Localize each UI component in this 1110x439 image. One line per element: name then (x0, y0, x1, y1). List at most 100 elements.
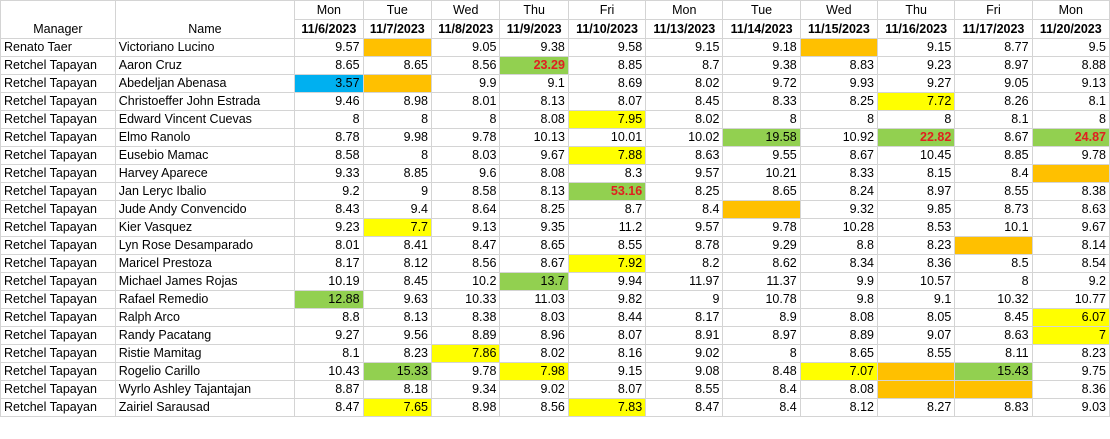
cell-hours[interactable]: 8.53 (877, 218, 956, 237)
cell-hours[interactable]: 8.58 (431, 182, 501, 201)
cell-hours[interactable]: 9.38 (499, 38, 569, 57)
cell-hours[interactable]: 8.67 (799, 146, 879, 165)
cell-hours[interactable]: 8.83 (954, 398, 1033, 417)
cell-hours[interactable]: 8.64 (431, 200, 501, 219)
cell-manager[interactable]: Renato Taer (0, 38, 116, 57)
cell-hours[interactable]: 15.33 (362, 362, 433, 381)
header-date[interactable]: 11/20/2023 (1031, 19, 1110, 39)
cell-hours[interactable]: 8.9 (722, 308, 801, 327)
header-weekday[interactable]: Fri (567, 0, 647, 20)
cell-hours[interactable] (362, 38, 433, 57)
cell-hours[interactable] (799, 38, 879, 57)
cell-hours[interactable]: 10.45 (877, 146, 956, 165)
cell-hours[interactable]: 9.46 (294, 92, 364, 111)
header-weekday[interactable]: Wed (799, 0, 879, 20)
cell-manager[interactable]: Retchel Tapayan (0, 344, 116, 363)
cell-hours[interactable]: 8 (877, 110, 956, 129)
cell-hours[interactable]: 8.41 (362, 236, 433, 255)
cell-hours[interactable]: 9.05 (954, 74, 1033, 93)
cell-hours[interactable]: 8.5 (954, 254, 1033, 273)
header-weekday[interactable]: Mon (645, 0, 724, 20)
cell-hours[interactable]: 9.4 (362, 200, 433, 219)
cell-name[interactable]: Edward Vincent Cuevas (114, 110, 296, 129)
cell-hours[interactable]: 8.69 (567, 74, 647, 93)
cell-manager[interactable]: Retchel Tapayan (0, 236, 116, 255)
cell-hours[interactable]: 11.37 (722, 272, 801, 291)
cell-hours[interactable]: 8.67 (954, 128, 1033, 147)
cell-hours[interactable]: 8.08 (799, 380, 879, 399)
cell-hours[interactable]: 19.58 (722, 128, 801, 147)
cell-hours[interactable]: 9.94 (567, 272, 647, 291)
cell-hours[interactable]: 8.17 (294, 254, 364, 273)
cell-hours[interactable]: 8.26 (954, 92, 1033, 111)
cell-hours[interactable]: 9.13 (1031, 74, 1110, 93)
cell-hours[interactable]: 8.14 (1031, 236, 1110, 255)
cell-manager[interactable]: Retchel Tapayan (0, 272, 116, 291)
cell-manager[interactable]: Retchel Tapayan (0, 164, 116, 183)
cell-hours[interactable]: 9.9 (799, 272, 879, 291)
cell-hours[interactable]: 9 (362, 182, 433, 201)
cell-hours[interactable]: 9.78 (431, 128, 501, 147)
header-date[interactable]: 11/15/2023 (799, 19, 879, 39)
cell-hours[interactable]: 8.02 (645, 74, 724, 93)
cell-hours[interactable]: 8 (362, 110, 433, 129)
cell-hours[interactable]: 8 (954, 272, 1033, 291)
cell-hours[interactable]: 8.13 (362, 308, 433, 327)
cell-hours[interactable]: 9.78 (1031, 146, 1110, 165)
cell-hours[interactable]: 9.57 (645, 218, 724, 237)
cell-hours[interactable]: 9.35 (499, 218, 569, 237)
cell-hours[interactable]: 8.8 (294, 308, 364, 327)
cell-hours[interactable]: 8.25 (799, 92, 879, 111)
cell-hours[interactable]: 8 (799, 110, 879, 129)
header-date[interactable]: 11/7/2023 (362, 19, 433, 39)
cell-hours[interactable]: 8.85 (954, 146, 1033, 165)
cell-manager[interactable]: Retchel Tapayan (0, 308, 116, 327)
cell-hours[interactable]: 10.77 (1031, 290, 1110, 309)
cell-hours[interactable]: 7.86 (431, 344, 501, 363)
cell-hours[interactable] (954, 236, 1033, 255)
cell-hours[interactable]: 8.45 (954, 308, 1033, 327)
cell-hours[interactable]: 7.92 (567, 254, 647, 273)
cell-hours[interactable]: 8 (722, 344, 801, 363)
cell-hours[interactable] (1031, 164, 1110, 183)
cell-hours[interactable]: 8.02 (645, 110, 724, 129)
cell-hours[interactable]: 9.23 (294, 218, 364, 237)
cell-hours[interactable]: 8.38 (1031, 182, 1110, 201)
cell-hours[interactable]: 8.36 (1031, 380, 1110, 399)
cell-hours[interactable]: 8.85 (362, 164, 433, 183)
cell-hours[interactable]: 9.56 (362, 326, 433, 345)
cell-hours[interactable]: 8.56 (431, 254, 501, 273)
cell-hours[interactable]: 8.67 (499, 254, 569, 273)
header-name[interactable]: Name (114, 0, 296, 39)
cell-hours[interactable]: 8.77 (954, 38, 1033, 57)
cell-name[interactable]: Wyrlo Ashley Tajantajan (114, 380, 296, 399)
cell-hours[interactable]: 8.56 (499, 398, 569, 417)
header-weekday[interactable]: Tue (362, 0, 433, 20)
cell-name[interactable]: Maricel Prestoza (114, 254, 296, 273)
cell-hours[interactable]: 8.33 (799, 164, 879, 183)
cell-hours[interactable]: 8.89 (431, 326, 501, 345)
cell-hours[interactable]: 8.65 (362, 56, 433, 75)
cell-hours[interactable]: 8.97 (722, 326, 801, 345)
cell-hours[interactable]: 7.65 (362, 398, 433, 417)
cell-hours[interactable]: 22.82 (877, 128, 956, 147)
cell-hours[interactable]: 8.4 (722, 380, 801, 399)
cell-hours[interactable]: 8.36 (877, 254, 956, 273)
cell-manager[interactable]: Retchel Tapayan (0, 398, 116, 417)
cell-hours[interactable]: 9.05 (431, 38, 501, 57)
cell-hours[interactable]: 8 (362, 146, 433, 165)
cell-hours[interactable]: 8.85 (567, 56, 647, 75)
cell-hours[interactable]: 9.15 (877, 38, 956, 57)
cell-hours[interactable]: 8.27 (877, 398, 956, 417)
header-manager[interactable]: Manager (0, 0, 116, 39)
cell-hours[interactable]: 13.7 (499, 272, 569, 291)
cell-hours[interactable]: 10.33 (431, 290, 501, 309)
cell-hours[interactable]: 9.58 (567, 38, 647, 57)
cell-hours[interactable]: 9.34 (431, 380, 501, 399)
cell-hours[interactable]: 9.2 (1031, 272, 1110, 291)
cell-hours[interactable] (362, 74, 433, 93)
cell-hours[interactable]: 7.7 (362, 218, 433, 237)
cell-hours[interactable]: 9.63 (362, 290, 433, 309)
cell-hours[interactable]: 9.08 (645, 362, 724, 381)
cell-hours[interactable]: 11.03 (499, 290, 569, 309)
